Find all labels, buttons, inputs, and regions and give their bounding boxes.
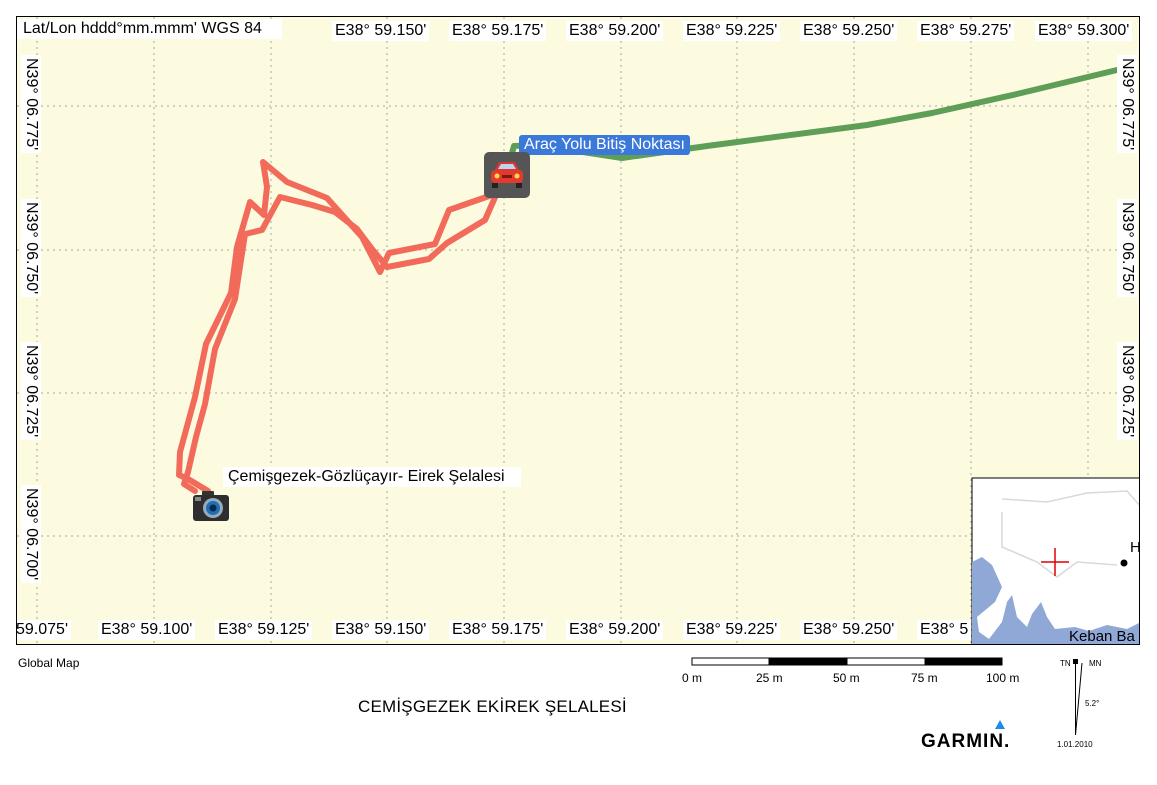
lon-label-top: E38° 59.175' [449, 21, 547, 41]
lat-label-left: N39° 06.750' [21, 199, 41, 298]
gps-track [176, 159, 507, 494]
lon-label-bottom: E38° 59.100' [98, 620, 196, 640]
overview-inset [971, 477, 1139, 644]
overview-label: Keban Ba [1069, 628, 1135, 645]
lon-label-top: E38° 59.250' [800, 21, 898, 41]
scale-label: 25 m [756, 671, 783, 685]
lon-label-bottom: E38° 59.200' [566, 620, 664, 640]
car-icon[interactable] [484, 152, 530, 198]
magnetic-north-label: MN [1089, 659, 1102, 668]
lon-label-bottom: E38° 5 [917, 620, 972, 640]
garmin-triangle-icon [995, 720, 1005, 729]
lon-label-top: E38° 59.275' [917, 21, 1015, 41]
global-map-label: Global Map [18, 656, 80, 670]
map-title: CEMİŞGEZEK EKİREK ŞELALESİ [358, 697, 627, 716]
waypoint-label-end[interactable]: Araç Yolu Bitiş Noktası [519, 135, 690, 155]
garmin-logo: GARMIN. [921, 731, 1011, 752]
lon-label-bottom: E38° 59.125' [215, 620, 313, 640]
scale-label: 100 m [986, 671, 1020, 685]
overview-town-label: H [1130, 539, 1140, 556]
projection-label: Lat/Lon hddd°mm.mmm' WGS 84 [17, 19, 282, 39]
lat-label-left: N39° 06.775' [21, 55, 41, 154]
lon-label-bottom: E38° 59.225' [683, 620, 781, 640]
lon-label-top: E38° 59.300' [1035, 21, 1133, 41]
lat-label-right: N39° 06.775' [1117, 55, 1137, 154]
declination-label: 5.2° [1085, 699, 1100, 708]
map-view[interactable]: Lat/Lon hddd°mm.mmm' WGS 84 E38° 59.150'… [16, 16, 1140, 645]
lon-label-bottom: 59.075' [17, 620, 71, 640]
lon-label-bottom: E38° 59.175' [449, 620, 547, 640]
waypoint-label-start[interactable]: Çemişgezek-Gözlüçayır- Eirek Şelalesi [223, 467, 521, 487]
scale-label: 75 m [911, 671, 938, 685]
lat-label-left: N39° 06.700' [21, 485, 41, 584]
map-canvas[interactable] [17, 17, 1140, 645]
lon-label-top: E38° 59.150' [332, 21, 430, 41]
declination-date: 1.01.2010 [1057, 740, 1093, 749]
lat-label-right: N39° 06.750' [1117, 199, 1137, 298]
lat-label-left: N39° 06.725' [21, 342, 41, 441]
true-north-label: TN [1060, 659, 1071, 668]
scale-label: 0 m [682, 671, 703, 685]
lon-label-top: E38° 59.200' [566, 21, 664, 41]
lon-label-bottom: E38° 59.150' [332, 620, 430, 640]
camera-icon[interactable] [192, 490, 230, 522]
lat-label-right: N39° 06.725' [1117, 342, 1137, 441]
scale-bar [691, 657, 1003, 666]
north-arrow-icon [1073, 659, 1083, 736]
lon-label-bottom: E38° 59.250' [800, 620, 898, 640]
scale-label: 50 m [833, 671, 860, 685]
lon-label-top: E38° 59.225' [683, 21, 781, 41]
